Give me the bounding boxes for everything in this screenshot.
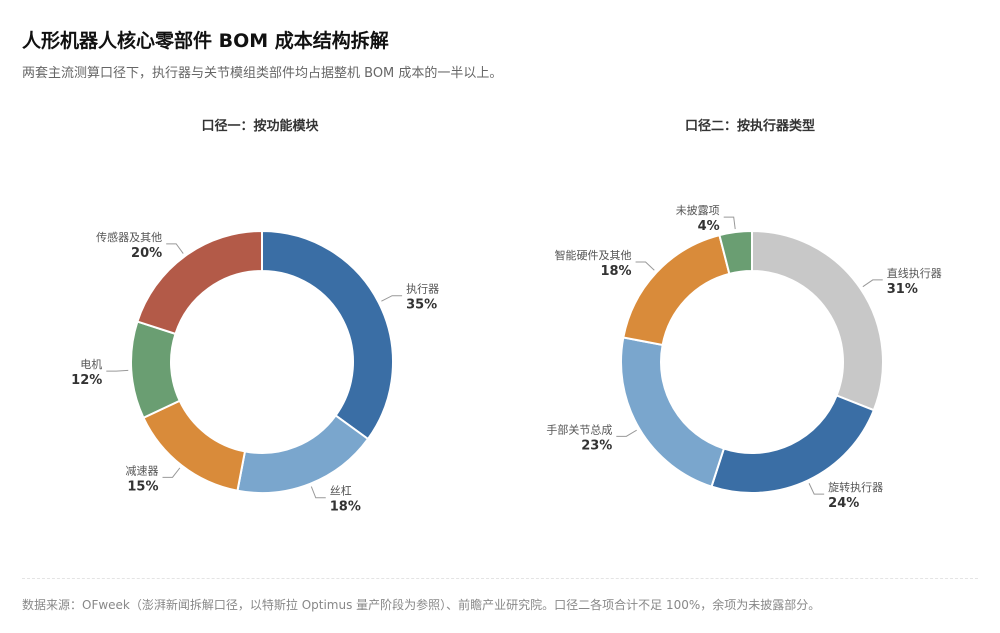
- leader-line: [862, 279, 883, 288]
- slice-value: 18%: [600, 264, 631, 279]
- slice-label: 执行器: [406, 282, 439, 296]
- source-note: 数据来源：OFweek（澎湃新闻拆解口径，以特斯拉 Optimus 量产阶段为参…: [22, 598, 821, 612]
- page-subtitle: 两套主流测算口径下，执行器与关节模组类部件均占据整机 BOM 成本的一半以上。: [22, 66, 503, 81]
- leader-line: [635, 261, 655, 271]
- donut-slice: [622, 233, 731, 347]
- slice-label: 旋转执行器: [828, 480, 883, 494]
- slice-value: 18%: [330, 500, 361, 515]
- donut-slice: [236, 414, 370, 494]
- slice-label: 丝杠: [330, 485, 352, 498]
- slice-label: 电机: [80, 357, 102, 371]
- leader-line: [381, 295, 403, 302]
- leader-line: [808, 483, 825, 495]
- chart-title: 口径二：按执行器类型: [685, 118, 815, 134]
- slice-label: 直线执行器: [887, 266, 942, 280]
- leader-line: [723, 216, 736, 230]
- footer-divider: [22, 578, 978, 579]
- donut-slice: [718, 229, 753, 276]
- slice-value: 23%: [581, 438, 612, 453]
- slice-label: 未披露项: [676, 203, 720, 217]
- slice-value: 31%: [887, 282, 918, 297]
- donut-slice: [142, 399, 247, 492]
- donut-chart-actuator-type: 口径二：按执行器类型直线执行器 31% 旋转执行器 24% 手部关节总成 23% 智能硬件及…: [500, 110, 1000, 550]
- slice-value: 20%: [131, 246, 162, 261]
- slice-label: 智能硬件及其他: [555, 248, 632, 262]
- slice-value: 4%: [698, 219, 720, 234]
- donut-slice: [136, 229, 263, 336]
- donut-slice: [620, 336, 726, 488]
- chart-title: 口径一：按功能模块: [201, 118, 319, 134]
- slice-label: 减速器: [126, 464, 159, 477]
- donut-chart-functional-module: 口径一：按功能模块执行器 35% 丝杠 18% 减速器 15% 电机 12% 传感器及其他 20%: [10, 110, 510, 550]
- slice-value: 35%: [406, 298, 437, 313]
- page-title: 人形机器人核心零部件 BOM 成本结构拆解: [22, 30, 389, 52]
- donut-slice: [130, 320, 181, 420]
- donut-slice: [261, 229, 394, 441]
- slice-value: 12%: [71, 373, 102, 388]
- slice-value: 24%: [828, 496, 859, 511]
- slice-label: 手部关节总成: [546, 422, 612, 436]
- slice-value: 15%: [127, 479, 158, 494]
- leader-line: [616, 429, 637, 437]
- leader-line: [166, 243, 184, 254]
- leader-line: [310, 486, 326, 499]
- donut-slice: [751, 229, 884, 412]
- leader-line: [162, 467, 181, 478]
- donut-slice: [710, 394, 876, 494]
- slice-label: 传感器及其他: [96, 231, 162, 244]
- leader-line: [106, 369, 129, 372]
